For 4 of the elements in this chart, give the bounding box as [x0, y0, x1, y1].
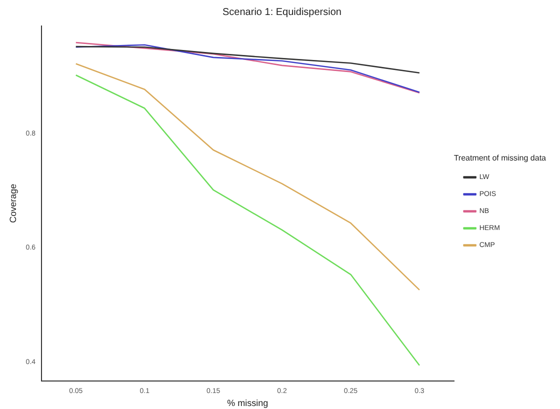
legend-title: Treatment of missing data — [454, 153, 547, 162]
x-axis-title: % missing — [227, 398, 268, 408]
y-axis-title: Coverage — [8, 184, 18, 223]
chart-title: Scenario 1: Equidispersion — [222, 6, 342, 18]
